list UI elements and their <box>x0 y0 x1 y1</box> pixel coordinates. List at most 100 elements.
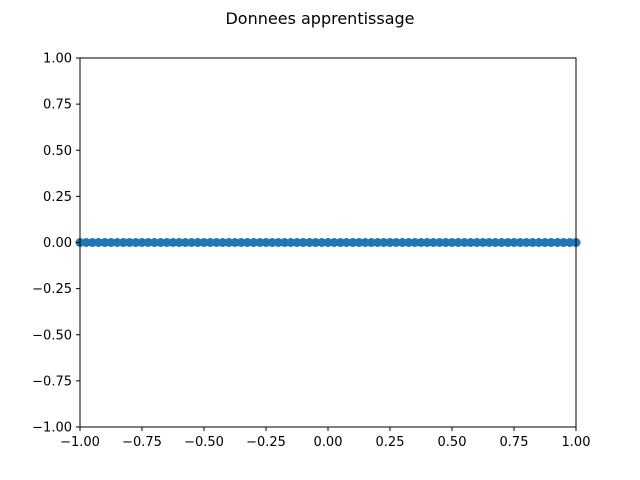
y-axis: −1.00 −0.75 −0.50 −0.25 0.00 0.25 0.50 0.75 1.00 <box>32 52 80 436</box>
data-point <box>304 238 314 247</box>
data-point <box>422 238 432 247</box>
data-point <box>335 238 345 247</box>
data-point <box>149 238 159 247</box>
data-point <box>404 238 414 247</box>
data-point <box>385 238 395 247</box>
data-point <box>261 238 271 247</box>
data-point <box>230 238 240 247</box>
data-point <box>174 238 184 247</box>
data-point <box>416 238 426 247</box>
data-point <box>162 238 172 247</box>
data-point <box>373 238 383 247</box>
data-point <box>87 238 97 247</box>
y-tick-label: −1.00 <box>32 421 72 436</box>
data-point <box>137 238 147 247</box>
data-point <box>521 238 531 247</box>
data-point <box>94 238 104 247</box>
data-point <box>329 238 339 247</box>
y-tick-label: 0.25 <box>43 190 72 205</box>
data-point <box>236 238 246 247</box>
data-point <box>391 238 401 247</box>
y-tick-label: −0.75 <box>32 374 72 389</box>
data-point <box>267 238 277 247</box>
data-point <box>509 238 519 247</box>
y-tick-label: 1.00 <box>43 52 72 67</box>
data-point <box>497 238 507 247</box>
x-tick-label: 0.00 <box>314 435 343 450</box>
data-point <box>342 238 352 247</box>
data-point <box>311 238 321 247</box>
data-point <box>515 238 525 247</box>
data-point <box>447 238 457 247</box>
data-point <box>552 238 562 247</box>
data-point <box>199 238 209 247</box>
data-point <box>540 238 550 247</box>
data-point <box>441 238 451 247</box>
y-tick-label: 0.50 <box>43 144 72 159</box>
points-layer <box>75 238 581 247</box>
x-tick-label: 1.00 <box>562 435 591 450</box>
data-point <box>366 238 376 247</box>
y-tick-label: −0.25 <box>32 282 72 297</box>
data-point <box>317 238 327 247</box>
data-point <box>118 238 128 247</box>
x-tick-label: −1.00 <box>60 435 100 450</box>
data-point <box>490 238 500 247</box>
data-point <box>205 238 215 247</box>
data-point <box>168 238 178 247</box>
data-point <box>348 238 358 247</box>
data-point <box>224 238 234 247</box>
x-axis: −1.00 −0.75 −0.50 −0.25 0.00 0.25 0.50 0.75 1.00 <box>60 427 590 450</box>
data-point <box>503 238 513 247</box>
data-point <box>193 238 203 247</box>
data-point <box>428 238 438 247</box>
data-point <box>143 238 153 247</box>
data-point <box>379 238 389 247</box>
y-tick-label: −0.50 <box>32 328 72 343</box>
x-tick-label: 0.50 <box>438 435 467 450</box>
data-point <box>255 238 265 247</box>
data-point <box>273 238 283 247</box>
data-point <box>435 238 445 247</box>
data-point <box>187 238 197 247</box>
y-tick-label: 0.00 <box>43 236 72 251</box>
x-tick-label: 0.75 <box>500 435 529 450</box>
data-point <box>211 238 221 247</box>
data-point <box>360 238 370 247</box>
data-point <box>249 238 259 247</box>
data-point <box>156 238 166 247</box>
data-point <box>125 238 135 247</box>
data-point <box>472 238 482 247</box>
data-point <box>131 238 141 247</box>
data-point <box>180 238 190 247</box>
data-point <box>106 238 116 247</box>
data-point <box>81 238 91 247</box>
y-tick-label: 0.75 <box>43 98 72 113</box>
data-point <box>484 238 494 247</box>
data-point <box>459 238 469 247</box>
data-point <box>100 238 110 247</box>
data-point <box>242 238 252 247</box>
data-point <box>410 238 420 247</box>
data-point <box>280 238 290 247</box>
data-point <box>453 238 463 247</box>
data-point <box>292 238 302 247</box>
data-point <box>546 238 556 247</box>
data-point <box>218 238 228 247</box>
data-point <box>478 238 488 247</box>
data-point <box>112 238 122 247</box>
data-point <box>323 238 333 247</box>
x-tick-label: −0.75 <box>122 435 162 450</box>
data-point <box>528 238 538 247</box>
data-point <box>354 238 364 247</box>
chart-title: Donnees apprentissage <box>225 9 414 28</box>
data-point <box>466 238 476 247</box>
data-point <box>298 238 308 247</box>
data-point <box>565 238 575 247</box>
x-tick-label: −0.50 <box>184 435 224 450</box>
data-point <box>286 238 296 247</box>
x-tick-label: −0.25 <box>246 435 286 450</box>
x-tick-label: 0.25 <box>376 435 405 450</box>
